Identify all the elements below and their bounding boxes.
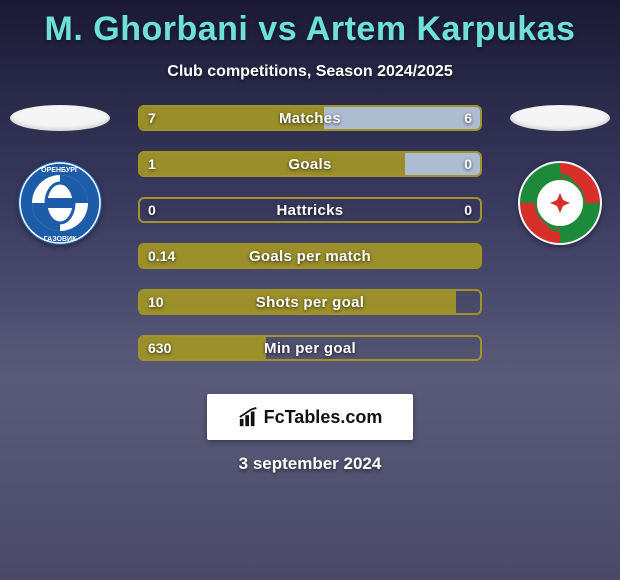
right-ellipse	[510, 105, 610, 131]
stat-bars: 76Matches 10Goals 00Hattricks 0.14Goals per…	[138, 105, 482, 381]
left-ellipse	[10, 105, 110, 131]
date-text: 3 september 2024	[0, 454, 620, 474]
stat-row: 00Hattricks	[138, 197, 482, 223]
stat-label: Goals per match	[140, 245, 480, 267]
page-subtitle: Club competitions, Season 2024/2025	[0, 63, 620, 81]
right-team-badge	[518, 161, 602, 245]
stat-label: Shots per goal	[140, 291, 480, 313]
branding-badge: FcTables.com	[207, 394, 413, 440]
page-title: M. Ghorbani vs Artem Karpukas	[0, 0, 620, 49]
stat-row: 630Min per goal	[138, 335, 482, 361]
stat-row: 76Matches	[138, 105, 482, 131]
chart-icon	[238, 406, 260, 428]
stat-row: 10Shots per goal	[138, 289, 482, 315]
branding-text: FcTables.com	[264, 407, 383, 428]
stat-label: Hattricks	[140, 199, 480, 221]
svg-text:ГАЗОВИК: ГАЗОВИК	[44, 236, 77, 243]
stat-row: 0.14Goals per match	[138, 243, 482, 269]
stat-row: 10Goals	[138, 151, 482, 177]
left-badge-svg: ОРЕНБУРГ ГАЗОВИК	[18, 161, 102, 245]
svg-text:ОРЕНБУРГ: ОРЕНБУРГ	[41, 167, 79, 174]
right-badge-svg	[518, 161, 602, 245]
stat-label: Matches	[140, 107, 480, 129]
stat-label: Min per goal	[140, 337, 480, 359]
left-team-badge: ОРЕНБУРГ ГАЗОВИК	[18, 161, 102, 245]
stat-label: Goals	[140, 153, 480, 175]
